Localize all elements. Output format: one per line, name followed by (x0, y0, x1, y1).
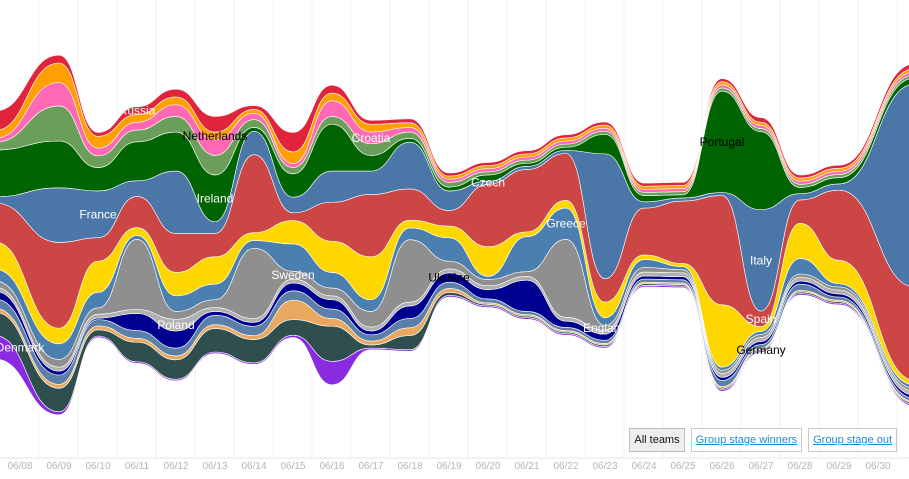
x-tick-label: 06/18 (397, 461, 422, 472)
team-label-spain: Spain (746, 312, 777, 326)
x-tick-label: 06/30 (865, 461, 890, 472)
x-tick-label: 06/19 (436, 461, 461, 472)
x-tick-label: 06/29 (826, 461, 851, 472)
x-tick-label: 06/27 (748, 461, 773, 472)
x-tick-label: 06/10 (85, 461, 110, 472)
team-label-sweden: Sweden (271, 268, 314, 282)
team-filter-buttons: All teams Group stage winners Group stag… (629, 428, 897, 452)
x-tick-label: 06/15 (280, 461, 305, 472)
team-label-ireland: Ireland (197, 191, 234, 205)
all-teams-button[interactable]: All teams (629, 428, 685, 452)
team-label-italy: Italy (750, 253, 772, 267)
team-labels: Denmark Poland Sweden Ukraine Greece England S… (0, 104, 786, 357)
x-tick-label: 06/16 (319, 461, 344, 472)
team-label-netherlands: Netherlands (183, 129, 248, 143)
x-tick-label: 06/13 (202, 461, 227, 472)
team-label-england: England (583, 321, 627, 335)
team-label-ukraine: Ukraine (428, 271, 470, 285)
team-label-greece: Greece (546, 217, 586, 231)
x-tick-label: 06/28 (787, 461, 812, 472)
x-tick-label: 06/09 (46, 461, 71, 472)
x-tick-label: 06/17 (358, 461, 383, 472)
x-tick-label: 06/08 (7, 461, 32, 472)
team-label-croatia: Croatia (352, 131, 391, 145)
team-label-germany: Germany (736, 343, 785, 357)
x-tick-label: 06/24 (631, 461, 656, 472)
team-label-denmark: Denmark (0, 340, 45, 354)
x-tick-label: 06/22 (553, 461, 578, 472)
team-label-portugal: Portugal (700, 135, 745, 149)
x-tick-label: 06/11 (125, 461, 150, 472)
x-tick-label: 06/21 (514, 461, 539, 472)
stream-layer-russia[interactable] (0, 54, 909, 187)
team-label-poland: Poland (157, 318, 194, 332)
group-stage-out-button[interactable]: Group stage out (808, 428, 897, 452)
x-tick-label: 06/25 (670, 461, 695, 472)
x-tick-label: 06/14 (241, 461, 266, 472)
x-tick-label: 06/20 (475, 461, 500, 472)
group-stage-winners-button[interactable]: Group stage winners (690, 428, 803, 452)
x-tick-label: 06/26 (709, 461, 734, 472)
team-label-france: France (79, 207, 117, 221)
team-label-russia: Russia (119, 104, 156, 118)
team-label-czech: Czech (471, 176, 505, 190)
x-tick-label: 06/12 (163, 461, 188, 472)
date-axis: 06/08 06/09 06/10 06/11 06/12 06/13 06/14 06/15… (0, 457, 909, 472)
stream-layers (0, 54, 909, 416)
x-tick-label: 06/23 (592, 461, 617, 472)
